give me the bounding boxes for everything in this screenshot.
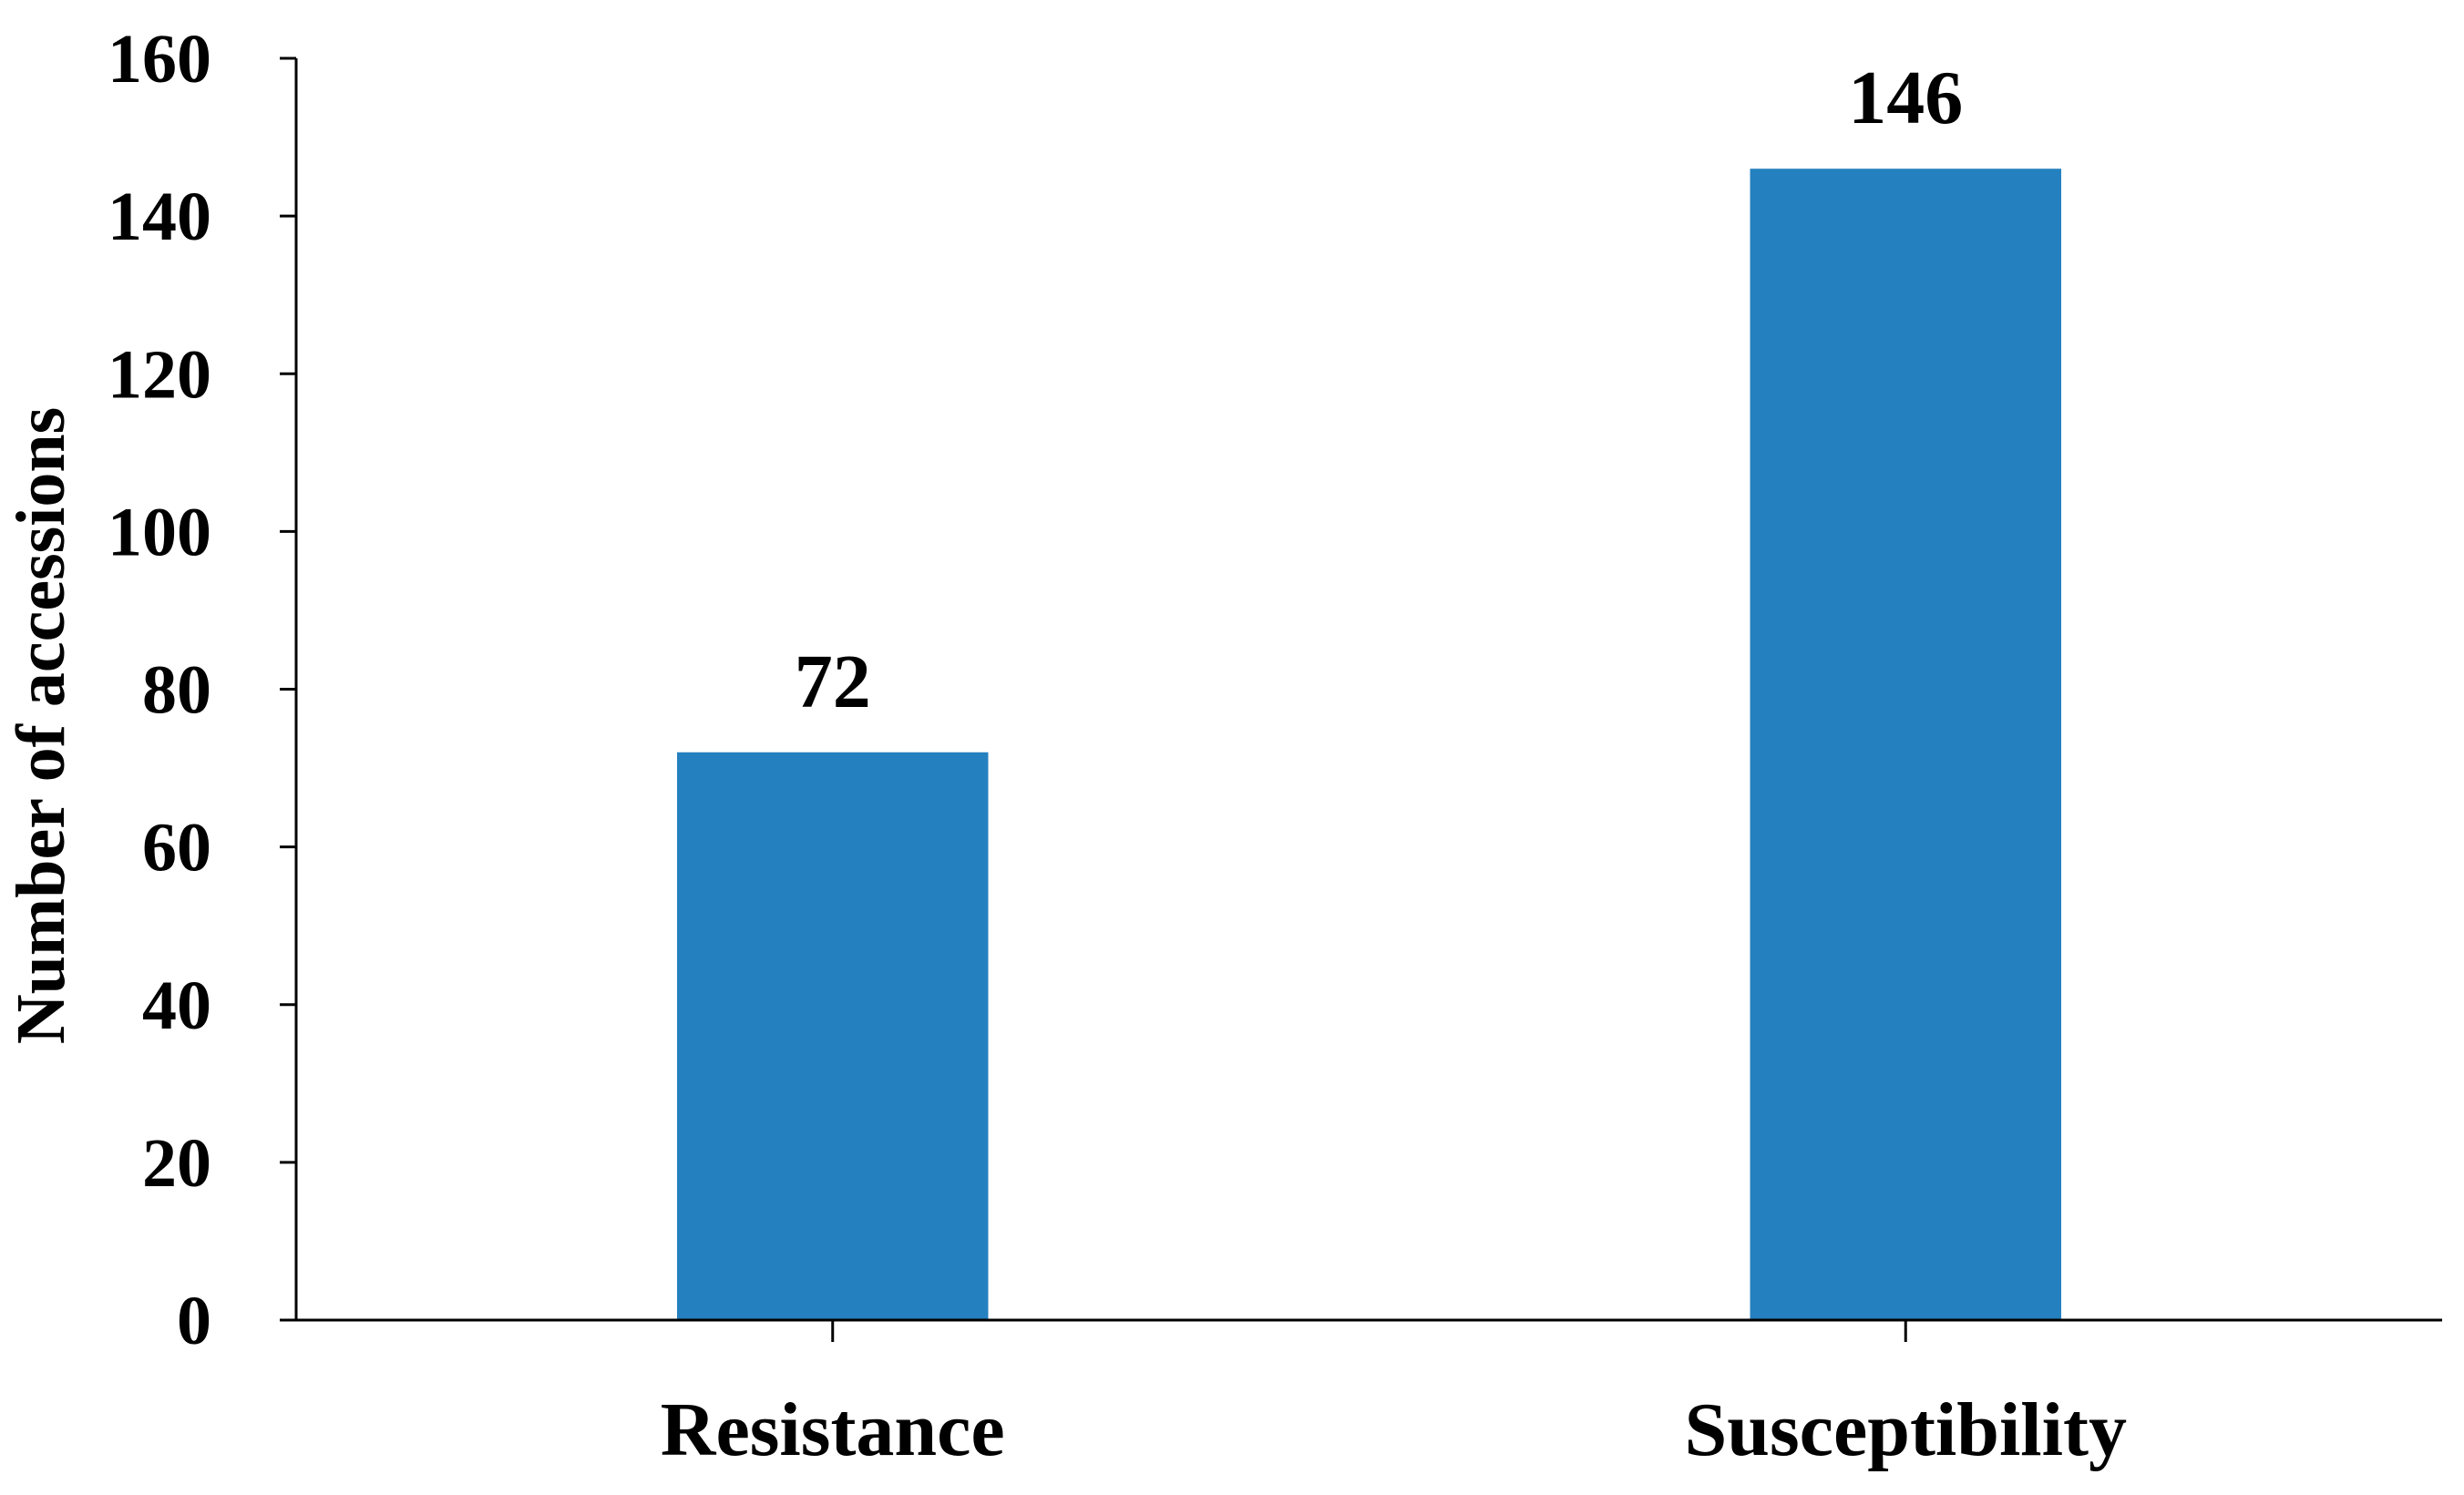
y-axis-title: Number of accessions: [3, 407, 79, 1044]
x-category-label: Susceptibility: [1685, 1387, 2127, 1472]
bar: [677, 752, 989, 1320]
y-tick-label: 140: [108, 179, 211, 255]
ticks-layer: [280, 56, 1907, 1342]
y-tick-label: 100: [108, 494, 211, 570]
y-tick-label: 60: [142, 810, 211, 886]
bar: [1750, 169, 2061, 1320]
y-tick-label: 20: [142, 1125, 211, 1202]
y-tick-label: 160: [108, 21, 211, 97]
x-category-label: Resistance: [661, 1387, 1005, 1472]
y-tick-label: 0: [177, 1283, 211, 1359]
y-tick-label: 40: [142, 968, 211, 1044]
labels-layer: 0 20 40 60 80 100 120 140 160 Resistance 72 Suscept…: [108, 21, 2127, 1472]
bars-layer: [677, 169, 2061, 1320]
y-tick-label: 120: [108, 336, 211, 413]
y-tick-label: 80: [142, 652, 211, 729]
axes-layer: [294, 58, 2442, 1322]
bar-value-label: 146: [1848, 56, 1963, 140]
bar-value-label: 72: [795, 640, 871, 724]
